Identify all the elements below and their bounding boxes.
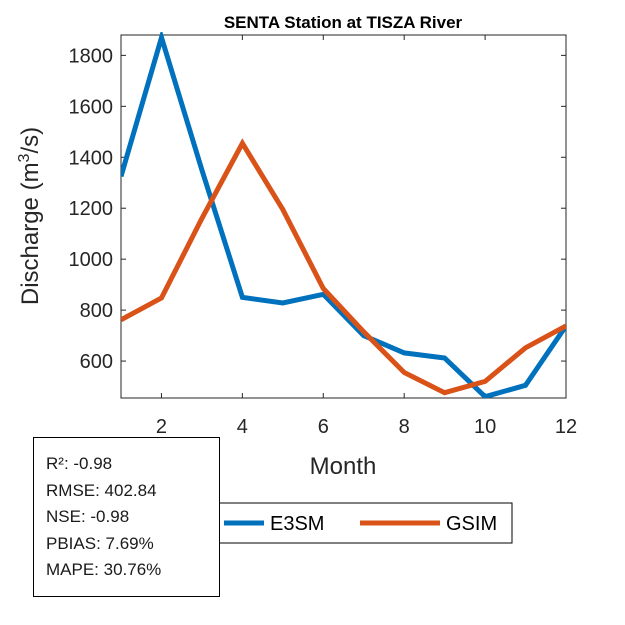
x-axis-label: Month [310, 453, 377, 480]
plot-area [120, 34, 567, 399]
y-axis-label-main: Discharge (m [17, 162, 44, 305]
metric-nse: NSE: -0.98 [46, 507, 130, 526]
chart-title: SENTA Station at TISZA River [224, 13, 463, 32]
metrics-box: R²: -0.98 RMSE: 402.84 NSE: -0.98 PBIAS:… [33, 437, 220, 597]
y-axis-label-superscript: 3 [16, 153, 33, 162]
y-tick-label: 1400 [69, 147, 114, 169]
y-tick-label: 1200 [69, 198, 114, 220]
x-tick-label: 10 [474, 416, 496, 438]
legend: E3SM GSIM [213, 502, 513, 544]
x-tick-label: 4 [237, 416, 248, 438]
y-axis: 600 800 1000 1200 1400 1600 1800 [69, 45, 566, 373]
y-tick-label: 600 [80, 351, 113, 373]
x-tick-label: 12 [555, 416, 577, 438]
x-tick-label: 8 [399, 416, 410, 438]
x-tick-label: 2 [156, 416, 167, 438]
x-tick-label: 6 [318, 416, 329, 438]
y-tick-label: 1800 [69, 45, 114, 67]
metric-pbias: PBIAS: 7.69% [46, 533, 154, 553]
y-axis-label: Discharge (m3/s) [16, 127, 44, 305]
y-axis-label-units: /s) [17, 127, 44, 154]
series-line-gsim [121, 138, 566, 396]
y-tick-label: 800 [80, 300, 113, 322]
legend-label-e3sm: E3SM [270, 513, 324, 535]
series-group [121, 32, 566, 398]
legend-label-gsim: GSIM [446, 513, 497, 535]
y-tick-label: 1000 [69, 249, 114, 271]
y-tick-label: 1600 [69, 96, 114, 118]
series-line-e3sm [121, 32, 566, 398]
metric-mape: MAPE: 30.76% [46, 560, 162, 579]
metric-rmse: RMSE: 402.84 [46, 480, 157, 500]
x-axis: 2 4 6 8 10 12 [156, 35, 577, 438]
metric-r2: R²: -0.98 [46, 454, 113, 473]
